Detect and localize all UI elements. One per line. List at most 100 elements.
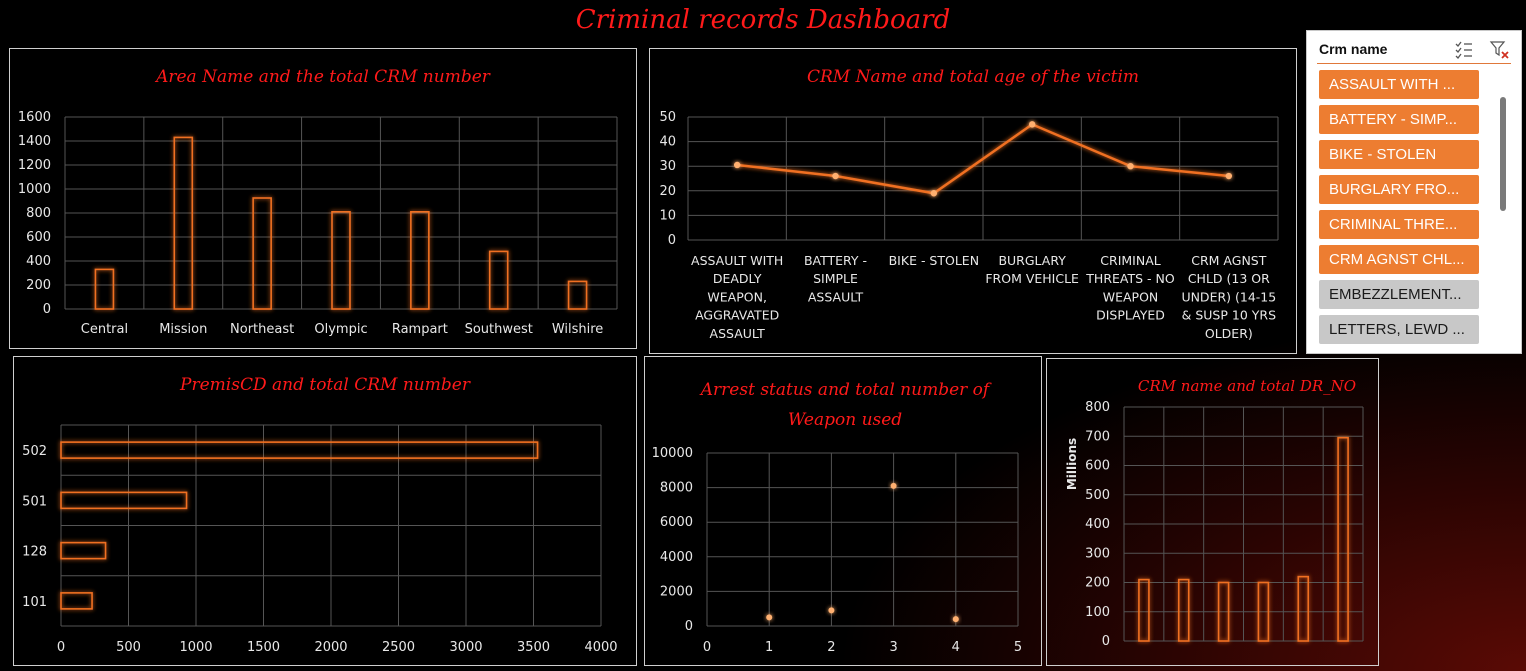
age-ytick-label: 40 <box>659 135 676 150</box>
drno-ytick-label: 700 <box>1085 429 1110 444</box>
premis-xtick-label: 2500 <box>382 640 415 655</box>
area-bar <box>94 268 115 310</box>
premis-xtick-label: 2000 <box>314 640 347 655</box>
premis-xtick-label: 0 <box>57 640 65 655</box>
premis-chart: 0 500 1000 1500 2000 2500 3000 3500 4000 502 501 12… <box>22 424 618 655</box>
age-point <box>1127 163 1134 170</box>
age-ytick-label: 50 <box>659 110 676 125</box>
drno-chart: 0 100 200 300 400 500 600 700 800 Millions <box>1065 400 1364 649</box>
area-ytick-label: 1400 <box>18 134 51 149</box>
slicer-item[interactable]: EMBEZZLEMENT... <box>1319 280 1479 309</box>
drno-ytick-label: 500 <box>1085 488 1110 503</box>
slicer-scrollbar[interactable] <box>1497 93 1509 363</box>
arrest-ytick-label: 10000 <box>652 446 693 461</box>
area-category-label: Central <box>81 322 128 337</box>
age-category-label: BATTERY - <box>804 253 867 268</box>
slicer-item[interactable]: CRM AGNST CHL... <box>1319 245 1479 274</box>
area-ytick-label: 1000 <box>18 182 51 197</box>
premis-category-label: 128 <box>22 545 47 560</box>
age-category-label: CRIMINAL <box>1100 253 1160 268</box>
drno-ylabel: Millions <box>1065 438 1079 490</box>
age-category-label: UNDER) (14-15 <box>1181 289 1276 304</box>
drno-bar <box>1257 581 1270 642</box>
area-ytick-label: 400 <box>26 254 51 269</box>
drno-bar <box>1297 575 1310 642</box>
premis-category-label: 101 <box>22 595 47 610</box>
arrest-xtick-label: 4 <box>952 640 960 655</box>
drno-chart-title: CRM name and total DR_NO <box>1137 377 1357 395</box>
arrest-xtick-label: 5 <box>1014 640 1022 655</box>
arrest-point <box>828 607 835 614</box>
slicer-item[interactable]: BATTERY - SIMP... <box>1319 105 1479 134</box>
age-chart-panel[interactable]: CRM Name and total age of the victim 0 10… <box>649 48 1297 354</box>
age-category-label: CHLD (13 OR <box>1188 271 1270 286</box>
age-category-label: THREATS - NO <box>1085 271 1175 286</box>
drno-bar <box>1138 578 1150 642</box>
arrest-ytick-label: 6000 <box>660 515 693 530</box>
age-category-label: WEAPON, <box>707 289 767 304</box>
arrest-point <box>952 616 959 623</box>
premis-xtick-label: 1000 <box>179 640 212 655</box>
slicer-item[interactable]: ASSAULT WITH ... <box>1319 70 1479 99</box>
area-ytick-label: 1600 <box>18 110 51 125</box>
area-bar <box>567 280 588 310</box>
drno-ytick-label: 600 <box>1085 459 1110 474</box>
arrest-ytick-label: 2000 <box>660 584 693 599</box>
drno-ytick-label: 200 <box>1085 576 1110 591</box>
age-ytick-label: 10 <box>659 208 676 223</box>
dashboard-title: Criminal records Dashboard <box>575 5 951 35</box>
premis-chart-title: PremisCD and total CRM number <box>180 375 470 395</box>
premis-xtick-label: 500 <box>116 640 141 655</box>
area-ytick-label: 600 <box>26 230 51 245</box>
age-ytick-label: 30 <box>659 159 676 174</box>
area-bar <box>331 211 351 310</box>
premis-category-label: 501 <box>22 494 47 509</box>
multi-select-icon[interactable] <box>1453 39 1475 61</box>
area-chart: 0 200 400 600 800 1000 1200 1400 1600 Central Miss… <box>18 110 618 337</box>
slicer-item[interactable]: BIKE - STOLEN <box>1319 140 1479 169</box>
drno-ytick-label: 300 <box>1085 546 1110 561</box>
area-category-label: Mission <box>159 322 207 337</box>
area-ytick-label: 800 <box>26 206 51 221</box>
arrest-xtick-label: 3 <box>889 640 897 655</box>
age-category-label: AGGRAVATED <box>695 308 779 323</box>
area-chart-panel[interactable]: Area Name and the total CRM number 0 200 4… <box>9 48 637 349</box>
drno-ytick-label: 0 <box>1102 634 1110 649</box>
crm-name-slicer[interactable]: Crm name ASSAULT WITH ... BATTERY - SIMP.… <box>1306 30 1522 354</box>
slicer-item[interactable]: LETTERS, LEWD ... <box>1319 315 1479 344</box>
age-category-label: & SUSP 10 YRS <box>1182 308 1276 323</box>
arrest-chart-title: Arrest status and total number of Weapon… <box>700 380 990 430</box>
premis-xtick-label: 3500 <box>517 640 550 655</box>
age-category-label: BIKE - STOLEN <box>889 253 979 268</box>
slicer-header: Crm name <box>1317 39 1511 64</box>
area-category-label: Olympic <box>314 322 367 337</box>
premis-bar <box>60 441 539 459</box>
clear-filter-icon[interactable] <box>1489 39 1511 61</box>
age-category-label: CRM AGNST <box>1191 253 1266 268</box>
age-category-label: FROM VEHICLE <box>985 271 1079 286</box>
arrest-ytick-label: 8000 <box>660 481 693 496</box>
age-chart-title: CRM Name and total age of the victim <box>806 67 1140 87</box>
area-bar <box>488 250 509 310</box>
drno-bar <box>1217 581 1230 642</box>
age-category-label: ASSAULT <box>808 289 864 304</box>
premis-xtick-label: 4000 <box>584 640 617 655</box>
arrest-ytick-label: 0 <box>685 619 693 634</box>
premis-bar <box>60 592 93 610</box>
area-chart-title: Area Name and the total CRM number <box>156 67 490 87</box>
age-category-label: WEAPON <box>1103 289 1159 304</box>
slicer-scroll-thumb[interactable] <box>1500 97 1506 211</box>
slicer-item[interactable]: CRIMINAL THRE... <box>1319 210 1479 239</box>
age-category-label: DISPLAYED <box>1096 308 1165 323</box>
slicer-item[interactable]: BURGLARY FRO... <box>1319 175 1479 204</box>
area-bar <box>410 211 430 310</box>
arrest-chart-panel[interactable]: Arrest status and total number of Weapon… <box>644 356 1042 666</box>
age-category-label: ASSAULT <box>710 326 766 341</box>
age-point <box>1028 121 1036 128</box>
area-bar <box>252 197 272 310</box>
premis-chart-panel[interactable]: PremisCD and total CRM number 0 500 1000 15… <box>13 356 637 666</box>
age-point <box>930 190 938 197</box>
drno-chart-panel[interactable]: CRM name and total DR_NO 0 100 200 300 400 50… <box>1046 358 1379 666</box>
drno-bar <box>1337 436 1349 642</box>
area-ytick-label: 0 <box>43 302 51 317</box>
